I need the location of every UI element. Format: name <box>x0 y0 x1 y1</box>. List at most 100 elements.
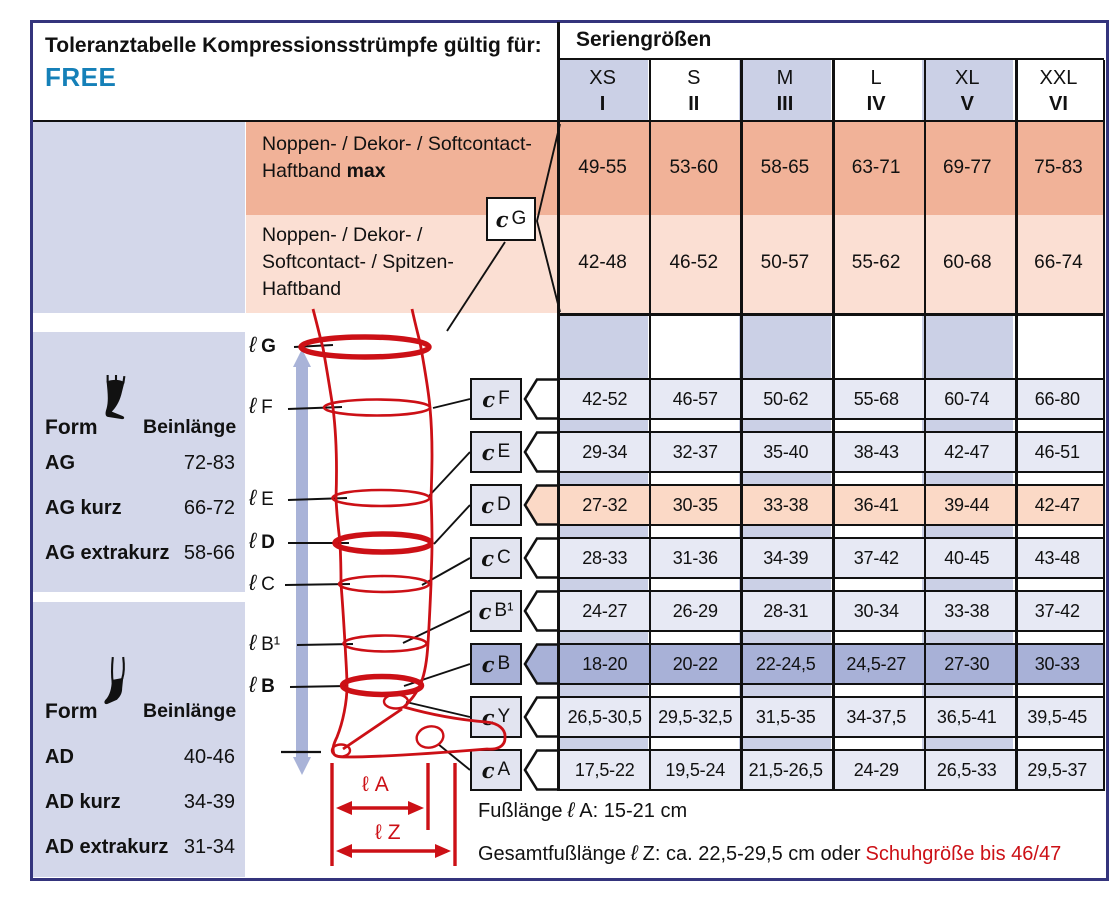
measure-value-cell: 29,5-32,5 <box>658 706 733 727</box>
measure-value-cell: 20-22 <box>672 653 718 674</box>
size-header-cell: XXL VI <box>1012 60 1105 120</box>
leg-label-letter: C <box>261 574 275 595</box>
form-name: AG kurz <box>45 497 122 519</box>
measure-row: 28-33 31-36 34-39 37-42 40-45 43-48 <box>557 537 1105 579</box>
measure-value-cell: 50-62 <box>763 388 809 409</box>
length-range: 72-83 <box>183 452 235 474</box>
form-length-row: AD extrakurz 31-34 <box>45 836 235 859</box>
measure-value-cell: 40-45 <box>944 547 990 568</box>
size-header-cell: XL V <box>921 60 1013 120</box>
form-length-row: AD 40-46 <box>45 746 235 769</box>
shoe-size-note: Schuhgröße bis 46/47 <box>865 843 1062 865</box>
measure-value-cell: 30-33 <box>1034 653 1080 674</box>
haftband-value-cell: 42-48 <box>578 252 627 273</box>
circumference-symbol: c <box>481 704 495 730</box>
foot-length-note: Fußlänge ℓ A: 15-21 cm <box>478 799 687 823</box>
form-label: Form <box>45 416 98 439</box>
measure-value-cell: 28-31 <box>763 600 809 621</box>
measure-row: 26,5-30,5 29,5-32,5 31,5-35 34-37,5 36,5-41 3… <box>557 696 1105 738</box>
haftband-label-bold: max <box>346 160 386 182</box>
size-numeral: VI <box>1048 93 1068 115</box>
measure-value-cell: 38-43 <box>853 441 899 462</box>
size-numeral: V <box>960 93 974 115</box>
haftband-value-cell: 69-77 <box>942 156 992 178</box>
row-letter: C <box>497 547 511 568</box>
length-symbol: ℓ <box>249 485 257 510</box>
length-symbol: ℓ <box>375 821 382 844</box>
measure-value-cell: 36,5-41 <box>936 706 997 727</box>
measure-value-cell: 39-44 <box>944 494 990 515</box>
measure-value-cell: 31,5-35 <box>755 706 816 727</box>
form-label: Form <box>45 700 98 723</box>
haftband-value-cell: 49-55 <box>578 156 627 178</box>
length-symbol: ℓ <box>249 528 257 553</box>
outer-frame <box>30 20 1109 881</box>
note-text: Fußlänge <box>478 800 563 822</box>
row-chevron <box>522 431 561 473</box>
size-header-cell: S II <box>648 60 740 120</box>
row-chevron <box>522 590 561 632</box>
haftband-label-line: Haftband <box>262 278 342 300</box>
length-range: 40-46 <box>183 746 235 768</box>
measure-value-cell: 66-80 <box>1034 388 1080 409</box>
haftband-row-background <box>246 215 1104 313</box>
haftband-value-cell: 55-62 <box>851 252 901 273</box>
table-column-line <box>557 22 560 791</box>
measure-value-cell: 29-34 <box>582 441 628 462</box>
circumference-symbol: c <box>478 598 492 624</box>
row-letter: B¹ <box>494 600 514 621</box>
haftband-value-cell: 60-68 <box>942 252 992 273</box>
size-numeral: I <box>599 93 606 115</box>
leg-label-letter: B <box>261 676 275 697</box>
measure-value-cell: 39,5-45 <box>1027 706 1088 727</box>
form-panel-ag <box>33 332 245 592</box>
leg-label-letter: D <box>261 532 275 553</box>
total-foot-length-measure-label: ℓ Z <box>375 821 401 845</box>
length-range: 34-39 <box>183 791 235 813</box>
haftband-value-cell: 63-71 <box>851 156 901 178</box>
measure-value-cell: 42-52 <box>582 388 628 409</box>
haftband-value-cell: 46-52 <box>669 252 719 273</box>
leg-length-label: Beinlänge <box>143 416 237 438</box>
form-length-row: AG extrakurz 58-66 <box>45 542 235 565</box>
grid-line <box>33 119 1103 123</box>
leg-measure-label: ℓ B¹ <box>249 630 280 656</box>
table-column-line <box>648 60 652 791</box>
measure-value-cell: 28-33 <box>582 547 628 568</box>
measure-value-cell: 55-68 <box>853 388 899 409</box>
size-header-cell: M III <box>739 60 831 120</box>
knee-sock-icon <box>97 656 139 711</box>
leg-length-label: Beinlänge <box>143 700 237 722</box>
total-foot-length-note: Gesamtfußlänge ℓ Z: ca. 22,5-29,5 cm ode… <box>478 842 1061 866</box>
size-label: XXL <box>1039 67 1078 89</box>
measure-value-cell: 30-34 <box>853 600 899 621</box>
leg-label-letter: B¹ <box>261 634 281 655</box>
form-panel-ad <box>33 602 245 877</box>
size-label: L <box>870 67 882 89</box>
measure-value-cell: 37-42 <box>1034 600 1080 621</box>
page-title: Toleranztabelle Kompressionsstrümpfe gül… <box>45 34 542 57</box>
measure-letter: A <box>374 773 389 796</box>
haftband-value-cell: 50-57 <box>760 252 810 273</box>
measure-value-cell: 34-39 <box>763 547 809 568</box>
form-name: AD <box>45 746 74 768</box>
table-column-line <box>1102 60 1106 791</box>
foot-length-measure-label: ℓ A <box>362 773 389 797</box>
table-column-line <box>923 60 927 791</box>
row-letter: D <box>497 494 511 515</box>
measure-value-cell: 33-38 <box>944 600 990 621</box>
length-range: 66-72 <box>183 497 235 519</box>
measure-row: 27-32 30-35 33-38 36-41 39-44 42-47 <box>557 484 1105 526</box>
measure-letter: Z <box>387 821 401 844</box>
measure-value-cell: 43-48 <box>1034 547 1080 568</box>
measure-value-cell: 30-35 <box>672 494 718 515</box>
measure-value-cell: 36-41 <box>853 494 899 515</box>
